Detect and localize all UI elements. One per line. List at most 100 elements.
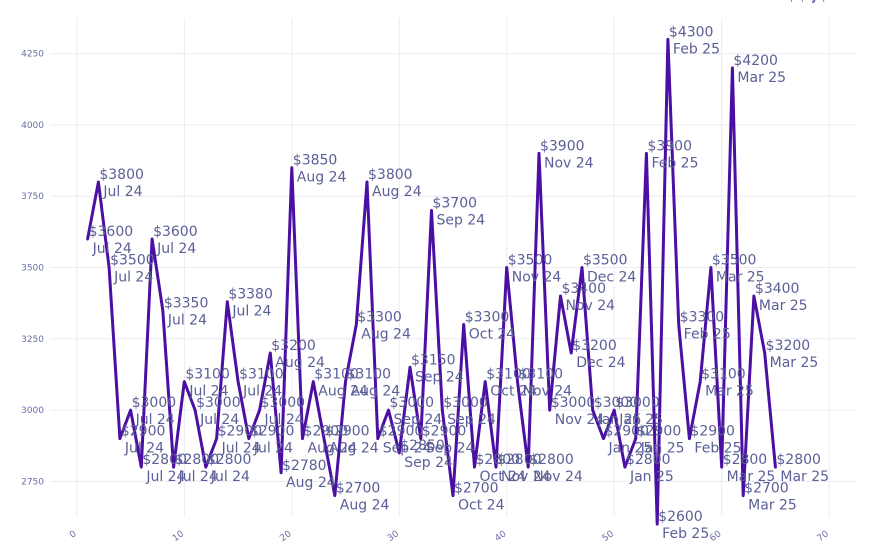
data-label-month: Aug 24 [329,441,379,457]
y-tick-label: 2750 [21,477,44,487]
data-label-price: $2900 [250,424,295,440]
data-label-price: $2800 [626,452,671,468]
data-label-month: Jul 24 [253,441,293,457]
data-label-price: $3100 [347,367,392,383]
data-label-price: $3300 [680,310,725,326]
data-label-month: Jul 24 [124,441,164,457]
data-label-price: $3000 [787,0,832,4]
data-label-price: $2900 [422,424,467,440]
data-label-price: $3500 [508,253,553,269]
data-label-price: $2800 [776,452,821,468]
data-label-month: Sep 24 [404,455,453,471]
data-label-month: Jul 24 [113,270,153,286]
data-label-month: Aug 24 [351,384,401,400]
data-label-price: $3100 [518,367,563,383]
data-label-month: Jan 25 [618,412,663,428]
data-label-month: Mar 25 [759,298,808,314]
data-label-month: Aug 24 [297,170,347,186]
data-label-price: $3850 [293,153,338,169]
data-label-month: Oct 24 [469,327,516,343]
data-label-price: $2780 [282,458,327,474]
data-label-price: $3150 [411,352,456,368]
y-tick-label: 3000 [21,406,44,416]
series-layer [86,37,777,526]
data-label-month: Nov 24 [544,155,594,171]
data-label-price: $3000 [819,0,864,4]
data-label-price: $3700 [433,195,478,211]
data-label-price: $3000 [443,395,488,411]
data-label-month: Dec 24 [587,270,636,286]
data-label-month: Jul 24 [199,412,239,428]
data-label-price: $3200 [766,338,811,354]
data-label-month: Jan 25 [629,469,674,485]
data-label-month: Dec 24 [576,355,625,371]
data-label-price: $2800 [142,452,187,468]
data-label-month: Jul 24 [102,184,142,200]
data-label-price: $3000 [132,395,177,411]
data-label-month: Aug 24 [372,184,422,200]
data-label-price: $3500 [110,253,155,269]
data-label-month: Sep 24 [426,441,475,457]
data-label-month: Sep 24 [437,212,486,228]
data-label-price: $3380 [228,287,273,303]
data-label-month: Sep 24 [415,369,464,385]
data-label-month: Feb 25 [802,0,849,4]
data-label-price: $3000 [615,395,660,411]
series-line [86,37,777,526]
data-label-price: $2950 [798,0,843,4]
data-label-month: Nov 24 [823,0,873,4]
data-label-month: Mar 25 [770,355,819,371]
data-label-price: $2900 [379,424,424,440]
data-label-price: $3600 [89,224,134,240]
data-label-price: $3000 [594,395,639,411]
y-tick-label: 3500 [21,264,44,274]
y-tick-label: 3250 [21,335,44,345]
x-tick-label: 0 [68,529,79,541]
data-label-month: Oct 24 [458,498,505,514]
data-label-price: $3900 [540,138,585,154]
data-label-month: Aug 24 [308,441,358,457]
data-label-month: Nov 24 [512,270,562,286]
data-label-month: Jul 24 [92,241,132,257]
data-label-price: $2900 [690,424,735,440]
data-label-month: Jul 24 [210,469,250,485]
data-label-month: Jan 25 [597,412,642,428]
data-label-month: Jul 24 [188,384,228,400]
data-label-month: Aug 24 [361,327,411,343]
data-label-price: $2900 [637,424,682,440]
data-label-month: Jul 24 [145,469,185,485]
data-label-month: Aug 24 [340,498,390,514]
data-label-price: $3000 [196,395,241,411]
data-label-month: Jul 24 [156,241,196,257]
data-label-price: $3350 [164,295,209,311]
data-label-month: Mar 25 [791,0,840,4]
data-label-price: $3100 [701,367,746,383]
data-label-month: Nov 24 [555,412,605,428]
data-label-month: Aug 24 [275,355,325,371]
data-label-month: Feb 25 [673,41,720,57]
data-label-price: $2700 [336,481,381,497]
x-tick-label: 20 [278,529,293,544]
data-label-price: $3600 [153,224,198,240]
data-label-price: $3100 [185,367,230,383]
x-tick-label: 60 [708,529,723,544]
data-label-price: $2900 [325,424,370,440]
data-label-month: Mar 25 [705,384,754,400]
data-label-month: Sep 24 [383,441,432,457]
x-tick-label: 70 [816,529,831,544]
data-label-price: $3200 [271,338,316,354]
data-label-price: $3300 [465,310,510,326]
data-label-price: $2800 [497,452,542,468]
data-label-month: Aug 24 [286,475,336,491]
data-label-price: $2800 [475,452,520,468]
data-label-price: $2700 [454,481,499,497]
data-label-month: Jul 24 [221,441,261,457]
data-label-month: Oct 24 [490,384,537,400]
data-label-month: Mar 25 [780,469,829,485]
data-label-month: Jul 24 [178,469,218,485]
data-label-price: $2900 [604,424,649,440]
data-label-month: Sep 24 [447,412,496,428]
data-label-month: Feb 25 [651,155,698,171]
